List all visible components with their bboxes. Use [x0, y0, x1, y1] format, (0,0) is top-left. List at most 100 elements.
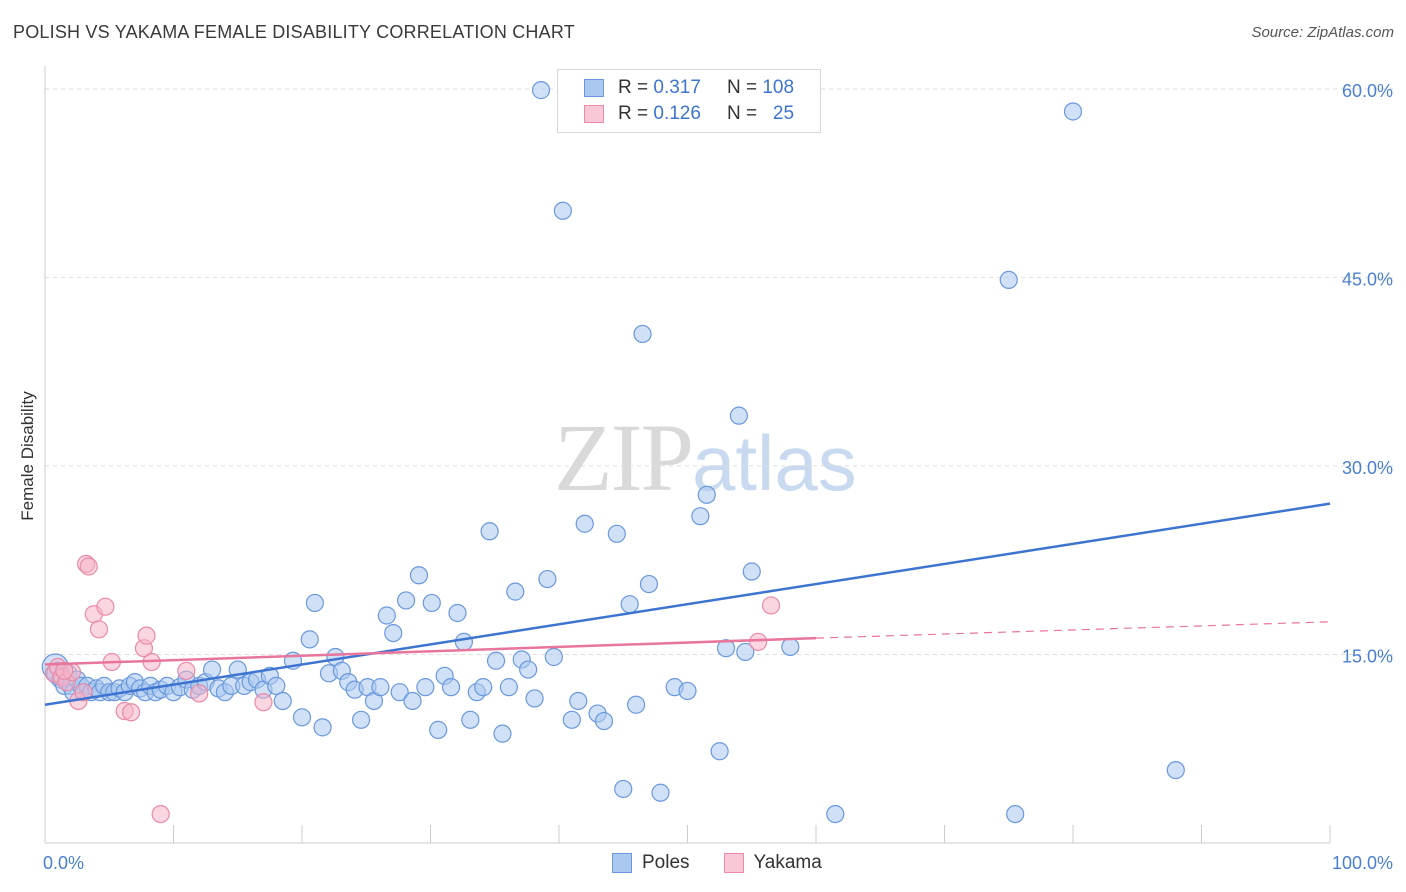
point-poles — [569, 691, 588, 711]
point-yakama — [74, 683, 93, 702]
point-poles — [736, 642, 755, 662]
series-name-poles: Poles — [642, 852, 690, 873]
point-poles — [594, 711, 614, 731]
point-yakama — [55, 661, 74, 680]
point-poles — [409, 566, 429, 585]
point-poles — [273, 691, 292, 711]
watermark: ZIPatlas — [554, 402, 857, 513]
point-poles — [525, 689, 544, 708]
point-poles — [691, 507, 710, 526]
point-poles — [474, 678, 493, 697]
point-poles — [1063, 102, 1083, 121]
legend-n-label-yakama: N = — [726, 103, 758, 124]
point-poles — [729, 406, 749, 425]
point-poles — [493, 724, 512, 743]
point-yakama — [177, 661, 196, 680]
point-poles — [826, 804, 845, 824]
point-poles — [441, 678, 461, 697]
point-poles — [538, 569, 557, 589]
series-legend: Poles Yakama — [612, 852, 856, 874]
point-poles — [607, 524, 626, 543]
point-poles — [313, 718, 332, 737]
legend-swatch-yakama — [584, 105, 604, 123]
legend-r-label-poles: R = — [618, 77, 649, 98]
legend-r-value-yakama: 0.126 — [653, 103, 701, 124]
point-poles — [678, 681, 697, 701]
point-yakama — [761, 596, 781, 615]
chart-title: POLISH VS YAKAMA FEMALE DISABILITY CORRE… — [13, 22, 575, 42]
series-name-yakama: Yakama — [753, 852, 822, 873]
point-poles — [403, 691, 422, 711]
point-poles — [651, 783, 670, 802]
point-poles — [377, 606, 396, 625]
source-credit: Source: ZipAtlas.com — [1251, 24, 1394, 41]
legend-row-poles: R = 0.317 N = 108 — [584, 76, 794, 100]
point-poles — [781, 637, 800, 657]
x-tick-label: 100.0% — [1332, 853, 1393, 873]
x-tick-label: 0.0% — [43, 853, 84, 873]
point-yakama — [137, 626, 156, 645]
legend-n-value-poles: 108 — [762, 77, 795, 98]
point-poles — [620, 595, 639, 614]
point-yakama — [190, 684, 209, 703]
point-poles — [626, 695, 646, 714]
point-yakama — [151, 804, 170, 824]
point-poles — [429, 720, 448, 739]
point-poles — [461, 710, 480, 729]
series-swatch-yakama — [723, 853, 744, 873]
point-poles — [633, 324, 652, 344]
point-poles — [300, 630, 319, 649]
y-tick-label: 15.0% — [1342, 646, 1393, 666]
point-poles — [531, 81, 551, 100]
point-yakama — [254, 693, 273, 712]
point-poles — [519, 660, 538, 679]
point-poles — [454, 632, 474, 651]
y-tick-label: 30.0% — [1342, 458, 1393, 478]
legend-swatch-poles — [584, 79, 604, 97]
point-yakama — [79, 557, 98, 576]
point-poles — [999, 270, 1018, 290]
point-poles — [553, 201, 572, 220]
point-poles — [480, 522, 499, 541]
legend-row-yakama: R = 0.126 N = 25 — [584, 102, 794, 126]
series-legend-item-yakama[interactable]: Yakama — [723, 852, 822, 874]
legend-r-value-poles: 0.317 — [653, 77, 701, 98]
point-poles — [486, 651, 506, 670]
point-poles — [562, 710, 581, 729]
trendline-yakama-extension — [815, 621, 1331, 639]
point-poles — [384, 623, 403, 643]
legend-n-label-poles: N = — [726, 77, 758, 98]
point-poles — [202, 660, 222, 679]
watermark-atlas: atlas — [692, 419, 857, 507]
point-poles — [1006, 804, 1025, 824]
point-poles — [742, 562, 761, 581]
series-swatch-poles — [612, 853, 632, 873]
point-poles — [422, 593, 441, 613]
legend-n-value-yakama: 25 — [772, 103, 795, 124]
point-yakama — [121, 703, 141, 722]
trendline-yakama — [44, 636, 817, 666]
watermark-zip: ZIP — [554, 404, 694, 511]
point-poles — [506, 582, 525, 601]
point-poles — [352, 710, 371, 729]
point-poles — [499, 678, 518, 697]
point-poles — [396, 591, 416, 610]
series-legend-item-poles[interactable]: Poles — [612, 852, 690, 874]
point-poles — [697, 485, 716, 504]
point-poles — [267, 676, 286, 695]
point-poles — [575, 514, 594, 533]
point-poles — [639, 574, 659, 594]
point-poles — [544, 647, 563, 667]
point-yakama — [749, 632, 768, 651]
point-poles — [710, 742, 729, 761]
point-poles — [716, 639, 736, 658]
point-poles — [448, 603, 467, 623]
point-poles — [390, 683, 409, 702]
point-poles — [614, 779, 633, 799]
trendline-poles — [44, 502, 1331, 706]
point-poles — [371, 678, 390, 697]
y-tick-label: 45.0% — [1342, 269, 1393, 289]
legend-r-label-yakama: R = — [618, 103, 649, 124]
point-poles — [305, 593, 324, 613]
